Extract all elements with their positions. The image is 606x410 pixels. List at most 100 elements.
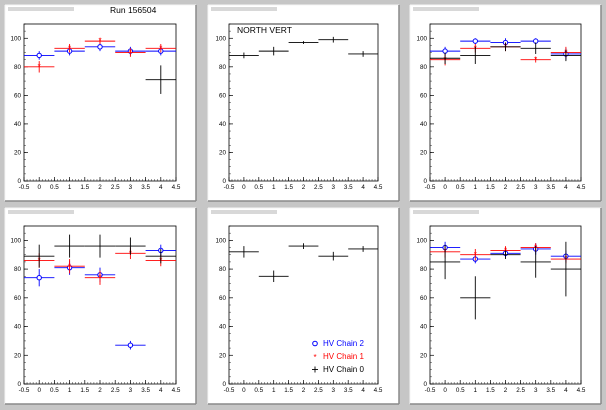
y-tick-label: 100 (416, 35, 427, 42)
x-tick-label: 2.5 (516, 387, 525, 394)
data-point (84, 234, 116, 258)
y-tick-label: 60 (14, 295, 22, 302)
series-2 (430, 42, 581, 64)
data-point (229, 52, 259, 59)
x-tick-label: 4 (361, 184, 365, 191)
x-tick-label: 2.5 (111, 387, 120, 394)
x-tick-label: 3.5 (546, 387, 555, 394)
y-tick-label: 20 (219, 149, 227, 156)
y-tick-label: 100 (215, 237, 226, 244)
y-tick-label: 20 (219, 352, 227, 359)
legend-label: HV Chain 1 (323, 352, 364, 361)
chart-panel-2: -0.5 0 0.5 1 1.5 2 2.5 3 3.5 4 4.5020406080100NORT… (207, 4, 400, 202)
marker-open-circle (97, 44, 103, 50)
x-tick-label: 2.5 (314, 184, 323, 191)
y-tick-label: 60 (14, 92, 22, 99)
x-tick-label: 0.5 (50, 184, 59, 191)
x-tick-label: 4.5 (374, 184, 383, 191)
data-point: * (54, 259, 85, 274)
x-tick-label: 2.5 (111, 184, 120, 191)
x-tick-label: 3 (534, 387, 538, 394)
data-point (318, 36, 349, 43)
y-tick-label: 80 (14, 64, 22, 71)
data-point (24, 269, 55, 287)
data-point (145, 65, 176, 94)
marker-star: * (129, 48, 132, 57)
x-tick-label: 0 (242, 387, 246, 394)
y-tick-label: 40 (14, 121, 22, 128)
y-tick-label: 20 (420, 149, 428, 156)
x-tick-label: 4 (159, 387, 163, 394)
x-tick-label: 4 (564, 184, 568, 191)
panel-title-box (413, 7, 479, 11)
marker-star: * (98, 37, 101, 46)
panel-title-box (413, 210, 479, 214)
marker-star: * (474, 250, 477, 259)
y-tick-label: 60 (219, 295, 227, 302)
y-tick-label: 40 (219, 324, 227, 331)
x-tick-label: 0.5 (456, 184, 465, 191)
y-tick-label: 60 (420, 295, 428, 302)
data-point (520, 42, 551, 54)
x-tick-label: 3 (534, 184, 538, 191)
data-point (460, 276, 491, 320)
data-point (115, 340, 146, 350)
x-tick-label: 1.5 (80, 387, 89, 394)
series-2 (145, 65, 176, 94)
x-tick-label: 1 (68, 387, 72, 394)
x-tick-label: -0.5 (224, 387, 235, 394)
x-tick-label: 0.5 (254, 387, 263, 394)
legend-label: HV Chain 0 (323, 365, 364, 374)
y-tick-label: 0 (17, 381, 21, 388)
x-tick-label: 4 (159, 184, 163, 191)
x-tick-label: 2 (504, 184, 508, 191)
x-tick-label: 4 (361, 387, 365, 394)
data-point: * (520, 55, 551, 64)
chart-panel-6: -0.500.511.522.533.544.5020406080100****… (409, 207, 602, 405)
panel-pad (208, 208, 399, 404)
data-point (318, 251, 349, 261)
y-tick-label: 0 (423, 178, 427, 185)
x-tick-label: 3.5 (141, 387, 150, 394)
legend-entry: HV Chain 2 (312, 339, 364, 348)
series-0 (229, 36, 378, 59)
legend-entry: * HV Chain 1 (313, 352, 364, 362)
data-point (490, 250, 521, 260)
panel-title-box (211, 210, 277, 214)
data-point (490, 42, 521, 52)
x-tick-label: 1 (272, 184, 276, 191)
x-tick-label: -0.5 (425, 387, 436, 394)
marker-star: * (38, 62, 41, 71)
chart-panel-1: -0.5 0 0.5 1 1.5 2 2.5 3 3.5 4 4.5020406080100****… (4, 4, 197, 202)
x-tick-label: 2.5 (314, 387, 323, 394)
data-point (348, 51, 378, 57)
x-tick-label: 4.5 (172, 387, 181, 394)
data-point: * (84, 37, 116, 46)
x-tick-label: 3 (332, 387, 336, 394)
data-point (460, 46, 491, 64)
x-tick-label: 3.5 (141, 184, 150, 191)
data-point (520, 246, 551, 278)
x-tick-label: 0.5 (456, 387, 465, 394)
x-tick-label: 1 (272, 387, 276, 394)
legend-entry: HV Chain 0 (312, 365, 364, 374)
x-tick-label: 1.5 (284, 387, 293, 394)
panel-annotation: NORTH VERT (237, 25, 292, 35)
x-tick-label: 2 (98, 387, 102, 394)
panel-pad (410, 208, 601, 404)
series-2 (24, 234, 176, 268)
y-tick-label: 0 (222, 178, 226, 185)
y-tick-label: 80 (219, 266, 227, 273)
y-tick-label: 80 (14, 266, 22, 273)
marker-open-circle (36, 52, 42, 59)
chart-panel-3: -0.500.511.522.533.544.5020406080100****… (409, 4, 602, 202)
x-tick-label: 0 (443, 387, 447, 394)
x-tick-label: 0 (37, 184, 41, 191)
x-tick-label: 3.5 (546, 184, 555, 191)
panel-pad (410, 5, 601, 201)
y-tick-label: 80 (420, 64, 428, 71)
data-point (24, 244, 55, 268)
x-tick-label: 3.5 (344, 184, 353, 191)
y-tick-label: 60 (420, 92, 428, 99)
x-tick-label: -0.5 (19, 387, 30, 394)
